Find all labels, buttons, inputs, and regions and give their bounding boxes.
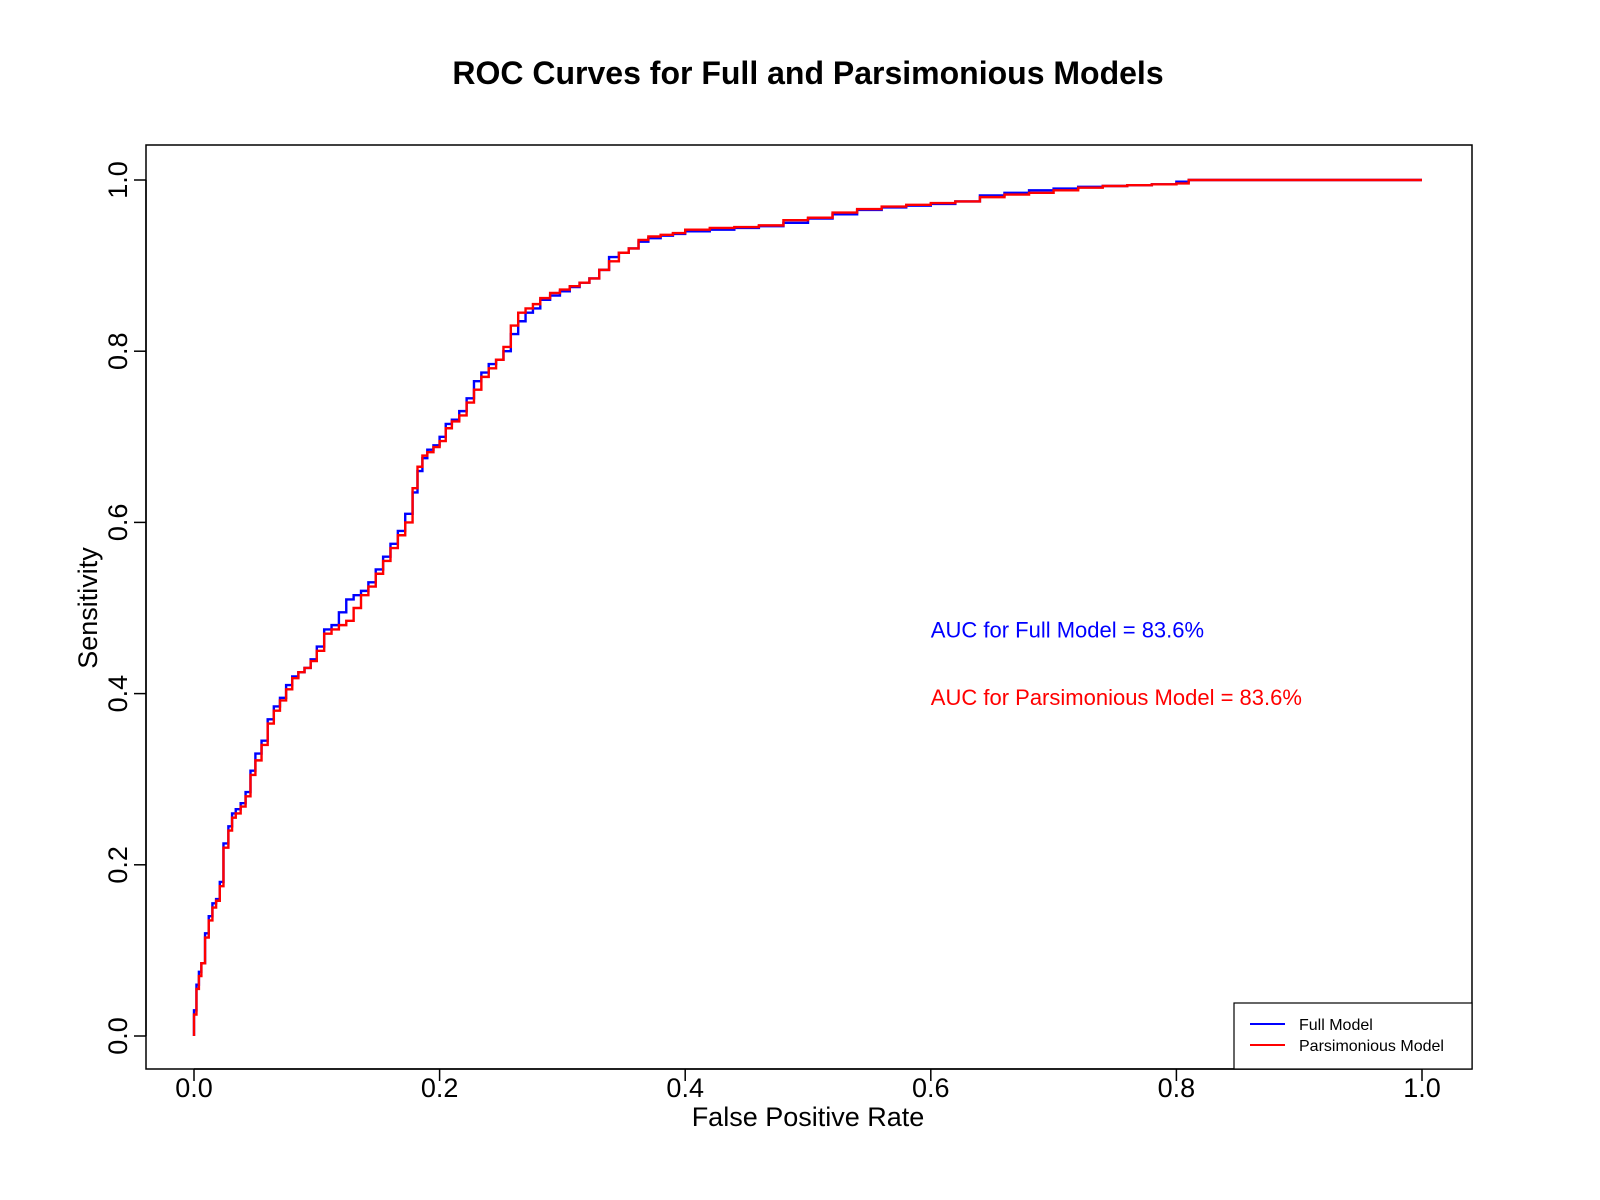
- legend-label-full: Full Model: [1299, 1017, 1373, 1034]
- y-axis: 0.0 0.2 0.4 0.6 0.8 1.0: [103, 161, 147, 1055]
- y-tick-label: 0.6: [103, 504, 133, 542]
- roc-curve-parsimonious-model: [192, 178, 1422, 1036]
- legend-label-parsimonious: Parsimonious Model: [1299, 1038, 1444, 1055]
- y-axis-label: Sensitivity: [73, 547, 103, 669]
- y-tick-label: 0.2: [103, 846, 133, 884]
- legend-box: [1233, 1002, 1473, 1070]
- y-tick-label: 0.4: [103, 675, 133, 713]
- y-tick-label: 1.0: [103, 161, 133, 199]
- auc-parsimonious-annotation: AUC for Parsimonious Model = 83.6%: [931, 685, 1302, 710]
- y-tick-label: 0.8: [103, 332, 133, 370]
- x-tick-label: 1.0: [1403, 1073, 1441, 1103]
- series-layer: [192, 178, 1422, 1036]
- x-tick-label: 0.2: [421, 1073, 459, 1103]
- auc-full-annotation: AUC for Full Model = 83.6%: [931, 617, 1204, 642]
- x-tick-label: 0.6: [912, 1073, 950, 1103]
- x-tick-label: 0.4: [666, 1073, 704, 1103]
- x-axis-label: False Positive Rate: [692, 1102, 925, 1132]
- chart-title: ROC Curves for Full and Parsimonious Mod…: [452, 55, 1163, 91]
- x-tick-label: 0.8: [1158, 1073, 1196, 1103]
- x-axis: 0.0 0.2 0.4 0.6 0.8 1.0: [175, 1068, 1441, 1103]
- x-tick-label: 0.0: [175, 1073, 213, 1103]
- y-tick-label: 0.0: [103, 1017, 133, 1055]
- legend: Full Model Parsimonious Model: [1233, 1002, 1473, 1070]
